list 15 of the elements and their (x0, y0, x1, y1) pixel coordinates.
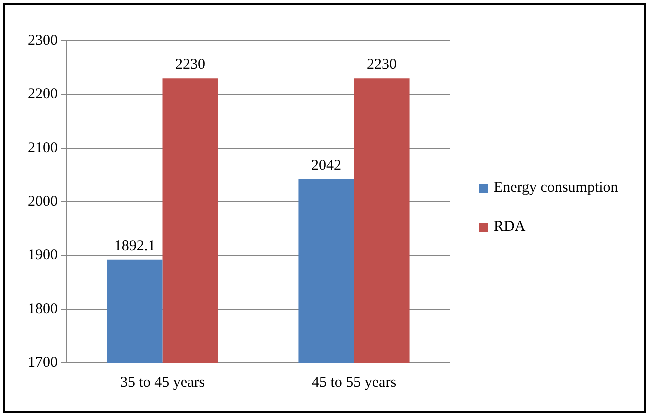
y-tick-label: 2200 (28, 86, 58, 103)
legend-label: Energy consumption (494, 180, 618, 197)
y-tick-label: 2000 (28, 194, 58, 210)
data-label: 2042 (311, 158, 342, 174)
y-tick-label: 2300 (28, 32, 58, 49)
data-label: 2230 (176, 57, 206, 74)
x-tick-label: 35 to 45 years (120, 374, 206, 391)
y-tick-label: 1700 (28, 354, 58, 371)
legend-label: RDA (494, 219, 526, 236)
data-label: 1892.1 (114, 238, 156, 254)
data-label: 2230 (367, 57, 398, 74)
y-tick-label: 1800 (28, 301, 58, 318)
x-tick-label: 45 to 55 years (312, 374, 397, 391)
y-tick-label: 2100 (28, 140, 58, 156)
y-tick-label: 1900 (28, 248, 58, 264)
